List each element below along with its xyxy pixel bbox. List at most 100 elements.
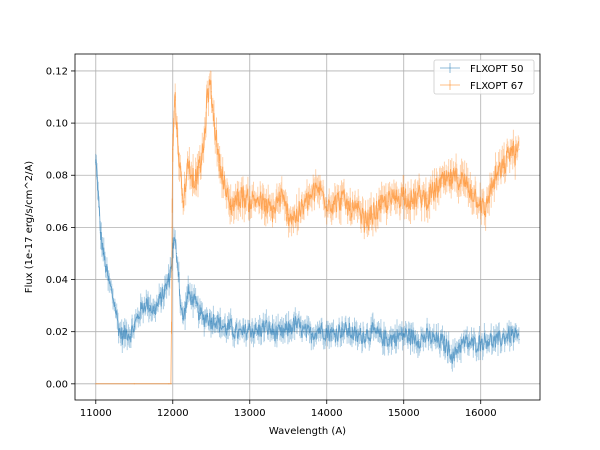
point-series-0-77 <box>480 341 482 343</box>
point-series-1-35 <box>287 213 289 215</box>
point-series-0-18 <box>149 305 151 307</box>
point-series-1-18 <box>206 96 208 98</box>
point-series-0-28 <box>178 273 180 275</box>
legend-label-flxopt-67: FLXOPT 67 <box>470 81 523 92</box>
point-series-0-54 <box>310 333 312 335</box>
point-series-1-42 <box>341 198 343 200</box>
point-series-1-56 <box>449 179 451 182</box>
point-series-0-12 <box>126 331 128 333</box>
series-layer <box>95 70 520 385</box>
x-tick-label-16000: 16000 <box>465 408 497 419</box>
x-axis-label: Wavelength (A) <box>269 426 346 437</box>
point-series-0-22 <box>164 289 166 291</box>
point-series-0-8 <box>110 289 112 291</box>
legend-entry-flxopt-67: FLXOPT 67 <box>440 80 523 92</box>
point-series-1-39 <box>318 187 320 189</box>
point-series-0-16 <box>141 307 143 309</box>
point-series-1-10 <box>179 174 182 176</box>
point-series-1-19 <box>209 83 211 85</box>
point-series-0-55 <box>318 328 320 330</box>
point-series-0-1 <box>96 177 98 179</box>
point-series-0-47 <box>256 331 259 333</box>
point-series-0-51 <box>287 328 289 330</box>
point-series-1-57 <box>457 177 459 179</box>
point-series-0-34 <box>195 305 197 307</box>
point-series-1-2 <box>168 383 170 385</box>
point-series-1-33 <box>272 211 274 213</box>
point-series-1-47 <box>380 205 382 208</box>
point-series-0-74 <box>457 346 459 348</box>
point-series-0-63 <box>380 336 382 338</box>
point-series-0-6 <box>105 265 107 268</box>
point-series-1-17 <box>203 148 205 150</box>
y-axis-label: Flux (1e-17 erg/s/cm^2/A) <box>24 161 35 293</box>
point-series-0-31 <box>184 310 186 312</box>
point-series-0-39 <box>214 318 216 320</box>
point-series-0-43 <box>229 325 232 328</box>
x-tick-label-13000: 13000 <box>234 408 266 419</box>
point-series-1-11 <box>182 200 184 202</box>
point-series-0-79 <box>495 341 497 343</box>
point-series-0-68 <box>418 338 420 341</box>
point-series-0-4 <box>101 242 103 244</box>
point-series-0-48 <box>264 325 266 328</box>
point-series-1-61 <box>484 213 486 215</box>
point-series-1-43 <box>349 208 351 210</box>
point-series-0-72 <box>449 349 451 351</box>
point-series-1-29 <box>241 195 243 197</box>
point-series-0-25 <box>172 247 174 249</box>
point-series-1-58 <box>464 182 466 184</box>
point-series-0-64 <box>387 338 389 341</box>
point-series-0-69 <box>426 336 428 338</box>
point-series-1-1 <box>133 383 135 385</box>
point-series-0-33 <box>191 297 193 299</box>
point-series-0-82 <box>518 338 520 341</box>
point-series-0-66 <box>403 333 405 335</box>
point-series-1-16 <box>199 166 201 168</box>
point-series-1-64 <box>503 166 505 168</box>
point-series-0-71 <box>441 341 443 343</box>
point-series-0-80 <box>503 336 505 338</box>
point-series-1-9 <box>178 153 180 155</box>
point-series-0-38 <box>210 320 212 322</box>
point-series-1-13 <box>187 161 189 163</box>
point-series-1-65 <box>507 156 509 158</box>
point-series-1-22 <box>214 127 216 129</box>
point-series-0-41 <box>222 325 224 328</box>
point-series-1-0 <box>95 383 97 385</box>
point-series-0-81 <box>510 333 513 335</box>
legend-label-flxopt-50: FLXOPT 50 <box>470 64 523 75</box>
point-series-0-27 <box>176 252 178 255</box>
point-series-1-12 <box>184 187 186 189</box>
point-series-0-19 <box>152 310 155 312</box>
point-series-0-40 <box>218 323 220 325</box>
point-series-1-51 <box>410 200 412 202</box>
point-series-0-60 <box>356 336 359 338</box>
grid <box>75 54 540 400</box>
point-series-0-29 <box>179 305 182 307</box>
point-series-1-32 <box>264 205 266 208</box>
point-series-1-31 <box>256 198 259 200</box>
point-series-1-15 <box>195 179 197 182</box>
point-series-1-62 <box>487 195 489 197</box>
point-series-0-9 <box>114 305 116 307</box>
point-series-1-48 <box>387 200 389 202</box>
y-tick-label-0: 0.00 <box>46 379 68 390</box>
point-series-0-46 <box>249 328 251 330</box>
point-series-1-50 <box>403 192 405 195</box>
point-series-0-57 <box>333 333 335 335</box>
point-series-0-0 <box>95 161 97 163</box>
point-series-1-36 <box>295 216 297 218</box>
point-series-1-41 <box>333 203 335 205</box>
point-series-1-68 <box>518 148 520 150</box>
point-series-1-46 <box>372 213 374 215</box>
point-series-0-70 <box>433 338 436 341</box>
point-series-1-30 <box>249 200 251 202</box>
point-series-1-54 <box>433 190 436 192</box>
point-series-1-8 <box>176 135 178 137</box>
legend-entry-flxopt-50: FLXOPT 50 <box>440 63 523 75</box>
point-series-0-10 <box>118 328 120 330</box>
point-series-0-36 <box>203 318 205 320</box>
point-series-1-3 <box>170 383 172 385</box>
point-series-1-63 <box>495 174 497 176</box>
